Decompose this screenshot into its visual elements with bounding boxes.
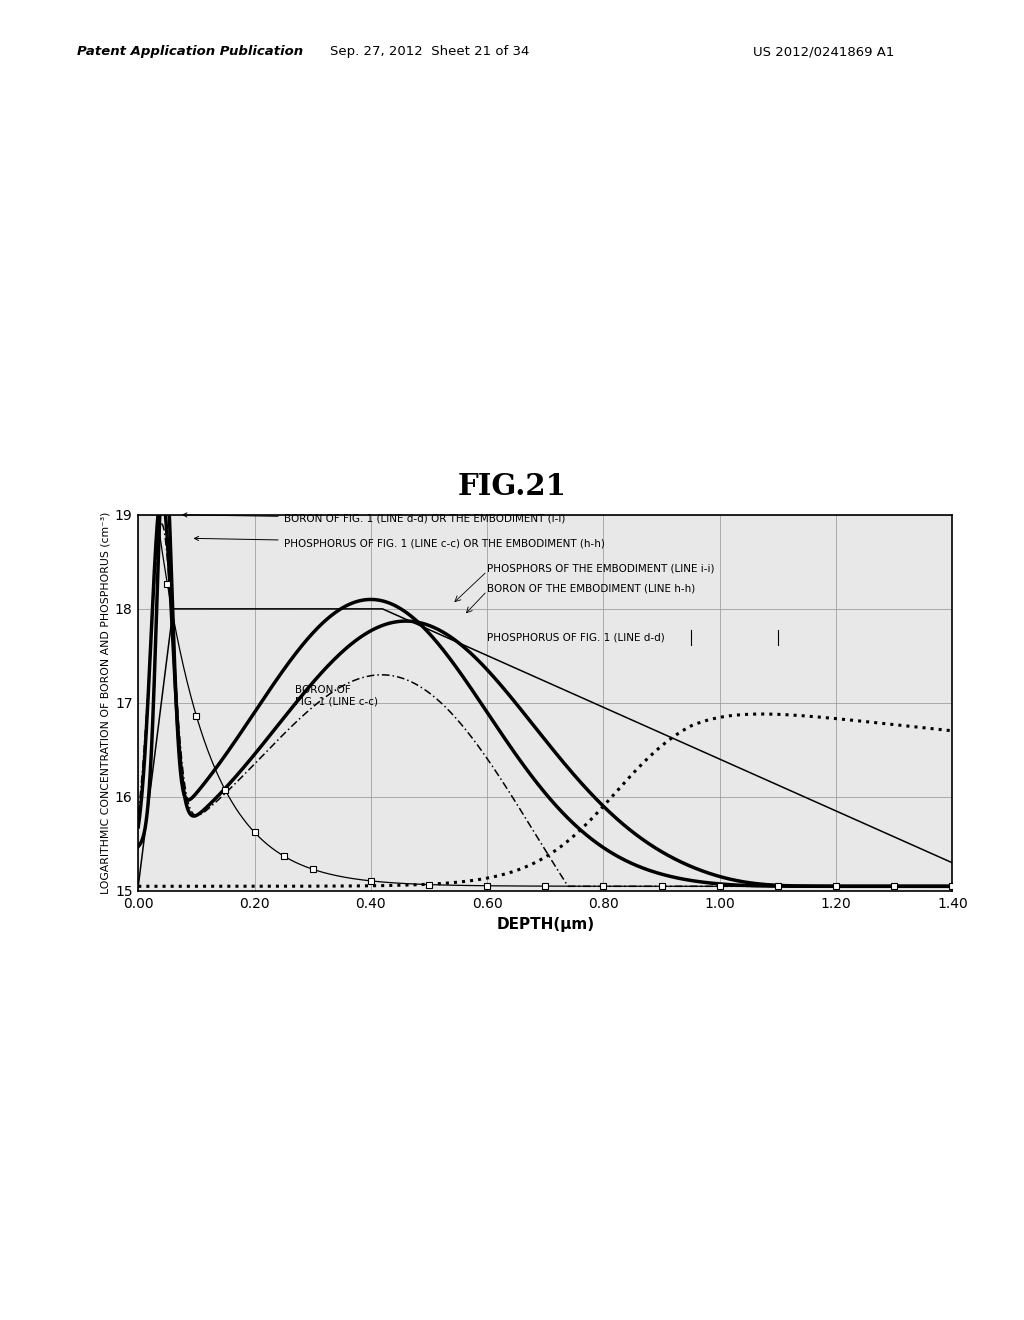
Text: BORON OF FIG. 1 (LINE d-d) OR THE EMBODIMENT (i-i): BORON OF FIG. 1 (LINE d-d) OR THE EMBODI… — [183, 513, 565, 524]
Text: FIG.21: FIG.21 — [458, 473, 566, 502]
Text: Sep. 27, 2012  Sheet 21 of 34: Sep. 27, 2012 Sheet 21 of 34 — [331, 45, 529, 58]
X-axis label: DEPTH(μm): DEPTH(μm) — [497, 917, 594, 932]
Text: BORON OF THE EMBODIMENT (LINE h-h): BORON OF THE EMBODIMENT (LINE h-h) — [487, 583, 695, 593]
Text: BORON OF
FIG. 1 (LINE c-c): BORON OF FIG. 1 (LINE c-c) — [295, 685, 378, 706]
Text: PHOSPHORUS OF FIG. 1 (LINE d-d): PHOSPHORUS OF FIG. 1 (LINE d-d) — [487, 632, 665, 642]
Text: PHOSPHORS OF THE EMBODIMENT (LINE i-i): PHOSPHORS OF THE EMBODIMENT (LINE i-i) — [487, 564, 715, 573]
Text: Patent Application Publication: Patent Application Publication — [77, 45, 303, 58]
Text: US 2012/0241869 A1: US 2012/0241869 A1 — [753, 45, 894, 58]
Y-axis label: LOGARITHMIC CONCENTRATION OF BORON AND PHOSPHORUS (cm⁻³): LOGARITHMIC CONCENTRATION OF BORON AND P… — [100, 512, 111, 894]
Text: PHOSPHORUS OF FIG. 1 (LINE c-c) OR THE EMBODIMENT (h-h): PHOSPHORUS OF FIG. 1 (LINE c-c) OR THE E… — [195, 536, 604, 548]
